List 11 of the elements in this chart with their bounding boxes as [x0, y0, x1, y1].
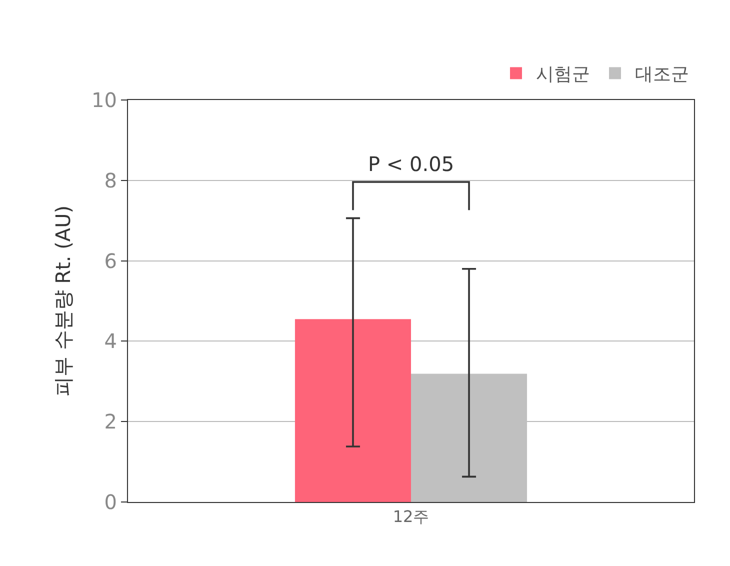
y-tick-label: 2 [104, 410, 117, 434]
y-tick-label: 8 [104, 168, 117, 192]
y-tick-label: 6 [104, 248, 117, 273]
y-tick-label: 4 [104, 329, 117, 354]
y-tick-label: 10 [92, 88, 117, 112]
annotation: P < 0.05 [368, 152, 454, 176]
legend-label: 대조군 [635, 64, 689, 86]
y-tick-label: 0 [104, 490, 117, 514]
legend-label: 시험군 [536, 64, 590, 86]
y-axis-title: 피부 수분량 Rt. (AU) [51, 205, 76, 397]
x-tick-label: 12주 [392, 507, 430, 526]
